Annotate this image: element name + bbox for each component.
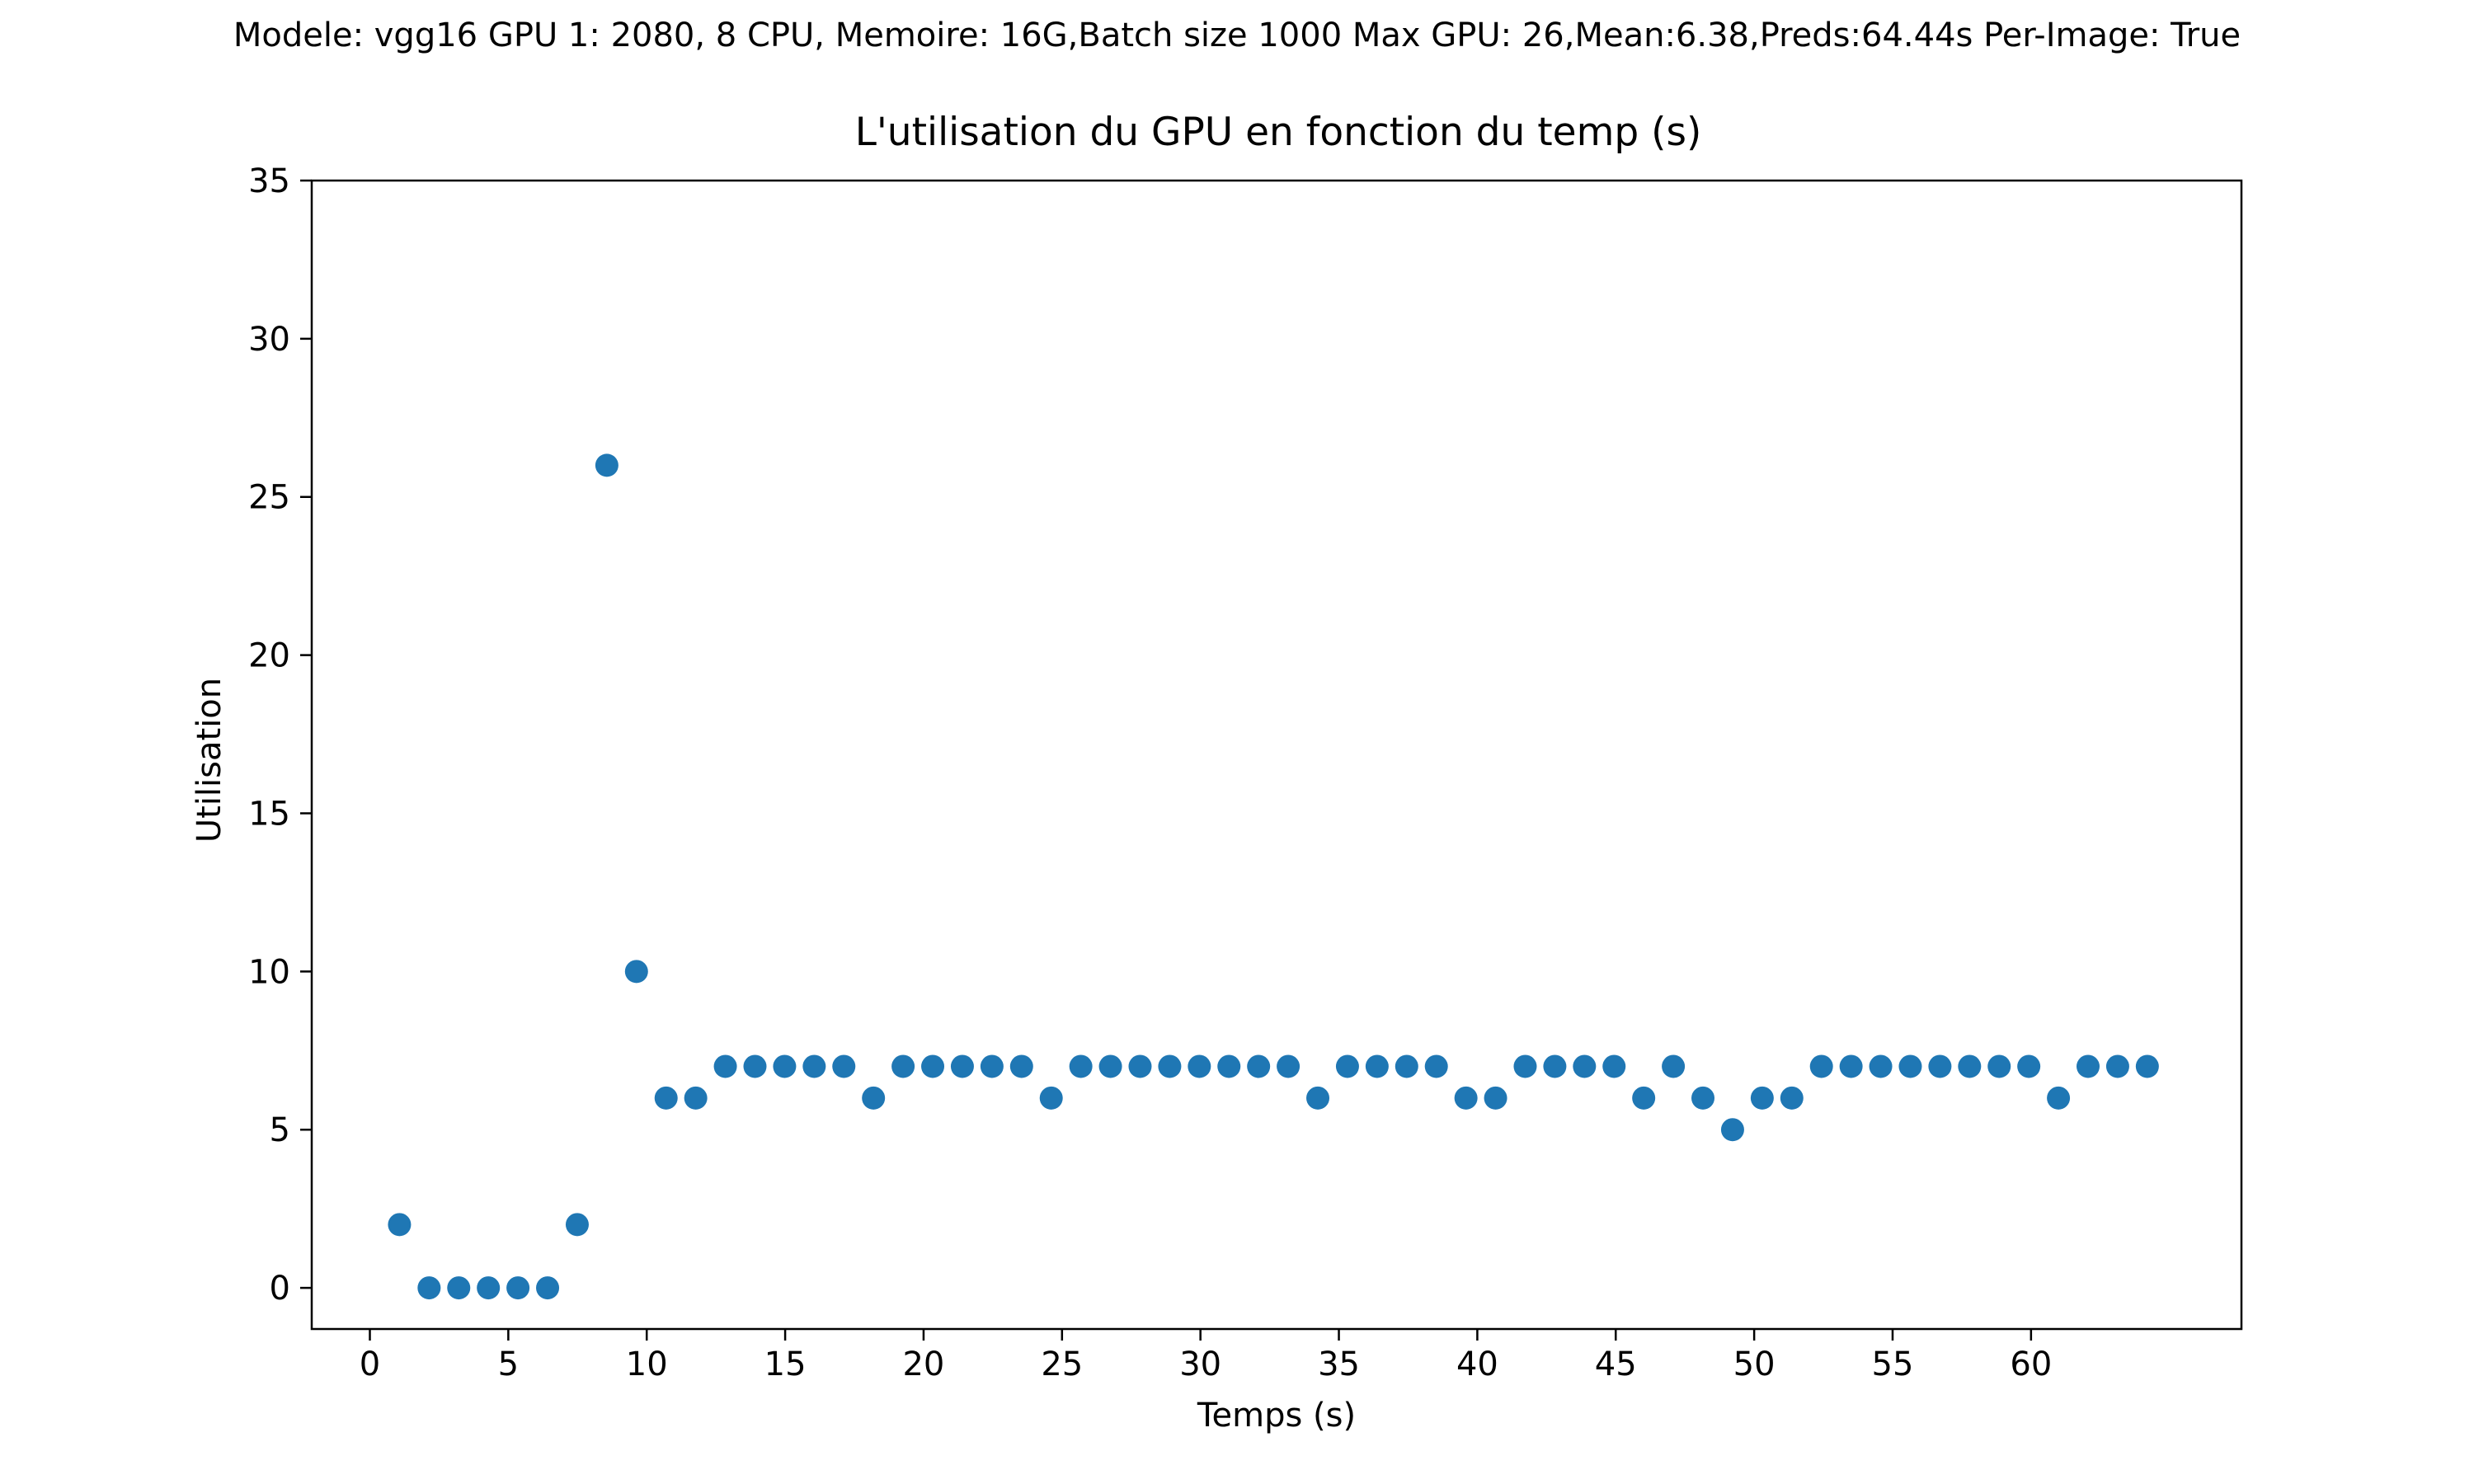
- data-point: [1128, 1054, 1152, 1078]
- data-point: [2077, 1054, 2100, 1078]
- data-point: [1217, 1054, 1241, 1078]
- data-point: [1158, 1054, 1182, 1078]
- y-tick-label: 20: [248, 637, 290, 675]
- data-point: [506, 1276, 530, 1300]
- data-point: [1247, 1054, 1271, 1078]
- data-point: [773, 1054, 797, 1078]
- x-axis-label: Temps (s): [1197, 1397, 1356, 1435]
- data-point: [1335, 1054, 1359, 1078]
- data-point: [595, 453, 618, 477]
- data-point: [980, 1054, 1004, 1078]
- x-tick-label: 5: [498, 1345, 519, 1383]
- data-point: [1365, 1054, 1389, 1078]
- data-point: [684, 1086, 708, 1110]
- y-tick-label: 5: [270, 1111, 290, 1149]
- x-tick-label: 10: [626, 1345, 668, 1383]
- data-point: [417, 1276, 441, 1300]
- data-point: [1691, 1086, 1715, 1110]
- x-tick-label: 55: [1872, 1345, 1914, 1383]
- data-point: [1809, 1054, 1833, 1078]
- data-point: [1424, 1054, 1448, 1078]
- data-point: [713, 1054, 737, 1078]
- x-tick-label: 0: [360, 1345, 380, 1383]
- x-tick-label: 30: [1179, 1345, 1221, 1383]
- data-point: [1513, 1054, 1537, 1078]
- data-point: [1958, 1054, 1982, 1078]
- y-tick-label: 25: [248, 479, 290, 517]
- data-point: [536, 1276, 560, 1300]
- data-point: [802, 1054, 826, 1078]
- plot-area: 0 5 10 15 20 25 30 35 40 45 50 55 60 0 5 10 15 20 25 30 35: [248, 162, 2243, 1383]
- data-point: [1720, 1118, 1744, 1142]
- scatter-points: [388, 453, 2159, 1300]
- data-point: [921, 1054, 945, 1078]
- data-point: [1839, 1054, 1863, 1078]
- data-point: [388, 1213, 412, 1237]
- data-point: [2105, 1054, 2129, 1078]
- y-axis-ticks: 0 5 10 15 20 25 30 35: [248, 162, 312, 1308]
- data-point: [1632, 1086, 1656, 1110]
- x-axis-ticks: 0 5 10 15 20 25 30 35 40 45 50 55 60: [360, 1329, 2052, 1383]
- data-point: [1454, 1086, 1478, 1110]
- data-point: [2047, 1086, 2071, 1110]
- data-point: [1069, 1054, 1093, 1078]
- y-tick-label: 30: [248, 321, 290, 359]
- x-tick-label: 45: [1595, 1345, 1637, 1383]
- figure-suptitle: Modele: vgg16 GPU 1: 2080, 8 CPU, Memoir…: [233, 16, 2241, 54]
- y-axis-label: Utilisation: [190, 678, 228, 843]
- data-point: [1277, 1054, 1300, 1078]
- data-point: [1039, 1086, 1063, 1110]
- data-point: [862, 1086, 886, 1110]
- x-tick-label: 60: [2010, 1345, 2052, 1383]
- y-tick-label: 0: [270, 1270, 290, 1308]
- y-tick-label: 10: [248, 953, 290, 991]
- data-point: [1395, 1054, 1418, 1078]
- x-tick-label: 20: [902, 1345, 944, 1383]
- data-point: [1573, 1054, 1597, 1078]
- data-point: [891, 1054, 915, 1078]
- data-point: [1780, 1086, 1804, 1110]
- x-tick-label: 35: [1318, 1345, 1360, 1383]
- data-point: [1009, 1054, 1033, 1078]
- data-point: [565, 1213, 589, 1237]
- data-point: [1928, 1054, 1952, 1078]
- data-point: [2135, 1054, 2159, 1078]
- data-point: [1602, 1054, 1626, 1078]
- data-point: [1869, 1054, 1893, 1078]
- data-point: [950, 1054, 974, 1078]
- data-point: [1987, 1054, 2011, 1078]
- data-point: [2017, 1054, 2041, 1078]
- chart-title: L'utilisation du GPU en fonction du temp…: [855, 110, 1702, 155]
- data-point: [447, 1276, 471, 1300]
- data-point: [654, 1086, 678, 1110]
- data-point: [1306, 1086, 1330, 1110]
- data-point: [832, 1054, 856, 1078]
- x-tick-label: 40: [1456, 1345, 1498, 1383]
- y-tick-label: 15: [248, 795, 290, 833]
- y-tick-label: 35: [248, 162, 290, 200]
- data-point: [1543, 1054, 1567, 1078]
- x-tick-label: 25: [1041, 1345, 1083, 1383]
- x-tick-label: 15: [764, 1345, 807, 1383]
- data-point: [477, 1276, 501, 1300]
- data-point: [1188, 1054, 1211, 1078]
- data-point: [1662, 1054, 1686, 1078]
- x-tick-label: 50: [1733, 1345, 1776, 1383]
- data-point: [1098, 1054, 1122, 1078]
- data-point: [743, 1054, 767, 1078]
- data-point: [1898, 1054, 1922, 1078]
- data-point: [1750, 1086, 1774, 1110]
- data-point: [624, 960, 648, 984]
- data-point: [1484, 1086, 1507, 1110]
- axes-frame: [310, 179, 2243, 1331]
